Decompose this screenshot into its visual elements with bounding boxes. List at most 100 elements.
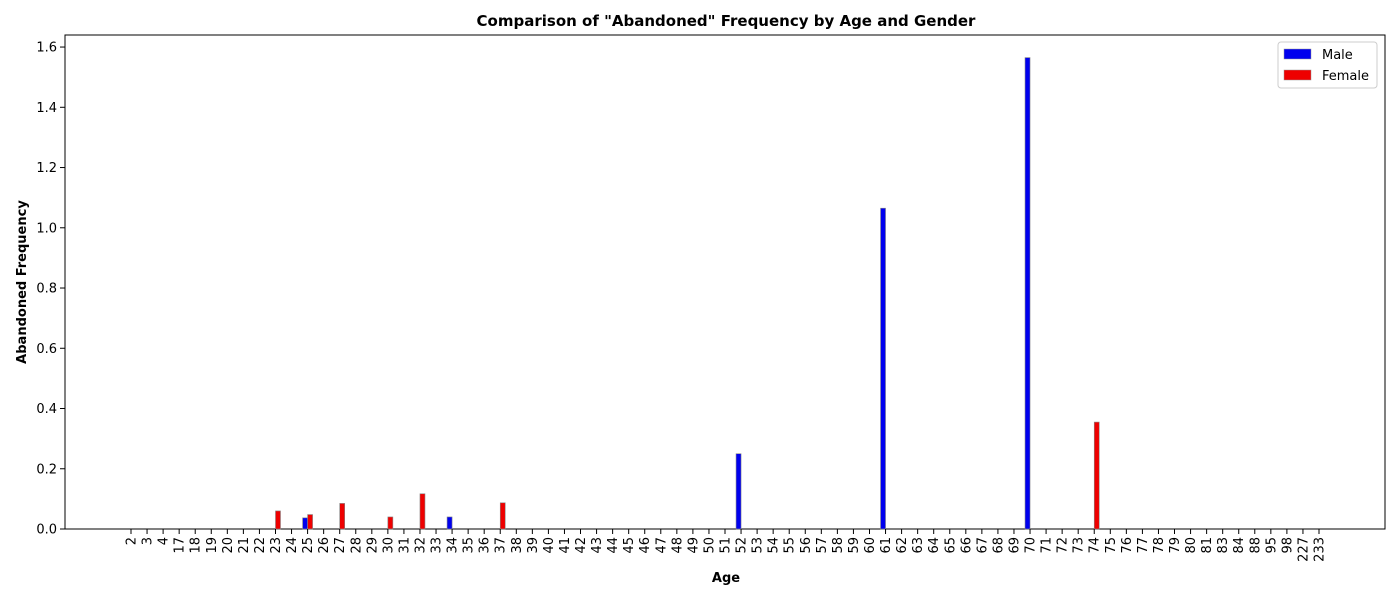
x-tick-label: 57 (815, 537, 830, 554)
bar-female-25 (307, 514, 313, 530)
x-tick-label: 19 (205, 537, 220, 554)
x-tick-label: 74 (1088, 537, 1103, 554)
x-tick-label: 25 (301, 537, 316, 554)
x-tick-label: 58 (831, 537, 846, 554)
x-tick-label: 45 (622, 537, 637, 554)
x-tick-label: 98 (1280, 537, 1295, 554)
x-tick-label: 34 (446, 537, 461, 554)
x-tick-label: 33 (430, 537, 445, 554)
bar-male-25 (302, 517, 308, 530)
x-tick-label: 68 (991, 537, 1006, 554)
x-tick-label: 3 (141, 537, 156, 545)
x-tick-label: 18 (189, 537, 204, 554)
y-axis: 0.0 0.2 0.4 0.6 0.8 1.0 1.2 1.4 1.6 (36, 41, 65, 538)
x-tick-label: 35 (462, 537, 477, 554)
plot-area (64, 34, 1386, 530)
x-tick-label: 77 (1136, 537, 1151, 554)
x-tick-label: 44 (606, 537, 621, 554)
x-tick-label: 46 (638, 537, 653, 554)
x-tick-label: 42 (574, 537, 589, 554)
x-tick-label: 39 (526, 537, 541, 554)
x-tick-label: 27 (333, 537, 348, 554)
x-tick-label: 50 (702, 537, 717, 554)
x-tick-label: 20 (221, 537, 236, 554)
bars-group (275, 57, 1100, 530)
legend: Male Female (1277, 41, 1378, 89)
x-tick-label: 64 (927, 537, 942, 554)
x-tick-label: 37 (494, 537, 509, 554)
x-tick-label: 47 (654, 537, 669, 554)
y-tick-label: 0.4 (36, 402, 57, 417)
x-tick-label: 32 (413, 537, 428, 554)
x-tick-label: 29 (365, 537, 380, 554)
x-tick-label: 60 (863, 537, 878, 554)
x-tick-label: 61 (879, 537, 894, 554)
x-tick-label: 59 (847, 537, 862, 554)
x-tick-label: 30 (381, 537, 396, 554)
x-tick-label: 71 (1040, 537, 1055, 554)
bar-female-27 (339, 503, 346, 530)
y-tick-label: 1.0 (36, 221, 57, 236)
bar-female-32 (419, 493, 426, 530)
x-tick-label: 4 (157, 537, 172, 545)
y-tick-label: 0.2 (36, 462, 57, 477)
x-tick-label: 72 (1056, 537, 1071, 554)
y-tick-label: 0.8 (36, 282, 57, 297)
bar-male-52 (735, 453, 742, 530)
x-tick-label: 88 (1248, 537, 1263, 554)
x-tick-label: 83 (1216, 537, 1231, 554)
x-axis-label: Age (712, 571, 740, 586)
x-tick-label: 53 (751, 537, 766, 554)
y-tick-label: 1.6 (36, 41, 57, 56)
legend-swatch-male (1283, 48, 1312, 60)
y-tick-label: 0.0 (36, 523, 57, 538)
x-tick-label: 52 (735, 537, 750, 554)
x-tick-label: 21 (237, 537, 252, 554)
y-tick-label: 1.2 (36, 161, 57, 176)
x-tick-label: 84 (1232, 537, 1247, 554)
x-tick-label: 49 (686, 537, 701, 554)
x-tick-label: 48 (670, 537, 685, 554)
bar-male-61 (880, 207, 886, 530)
chart-title: Comparison of "Abandoned" Frequency by A… (477, 12, 976, 30)
x-axis: 2 3 4 17 18 19 20 21 22 23 24 25 26 27 28 29 30 31 32 33 34 3… (125, 529, 1328, 562)
x-tick-label: 65 (943, 537, 958, 554)
bar-female-74 (1093, 421, 1100, 530)
x-tick-label: 80 (1184, 537, 1199, 554)
legend-swatch-female (1283, 69, 1312, 81)
x-tick-label: 67 (975, 537, 990, 554)
x-tick-label: 73 (1072, 537, 1087, 554)
x-tick-label: 40 (542, 537, 557, 554)
x-tick-label: 41 (558, 537, 573, 554)
x-tick-label: 28 (349, 537, 364, 554)
x-tick-label: 70 (1024, 537, 1039, 554)
bar-female-23 (275, 510, 281, 530)
bar-male-34 (446, 516, 453, 530)
x-tick-label: 23 (269, 537, 284, 554)
x-tick-label: 26 (317, 537, 332, 554)
x-tick-label: 54 (767, 537, 782, 554)
x-tick-label: 22 (253, 537, 268, 554)
x-tick-label: 24 (285, 537, 300, 554)
y-tick-label: 1.4 (36, 101, 57, 116)
x-tick-label: 69 (1007, 537, 1022, 554)
x-tick-label: 75 (1104, 537, 1119, 554)
y-axis-label: Abandoned Frequency (15, 200, 30, 364)
bar-female-30 (387, 516, 394, 530)
x-tick-label: 66 (959, 537, 974, 554)
x-tick-label: 31 (397, 537, 412, 554)
x-tick-label: 36 (478, 537, 493, 554)
x-tick-label: 17 (173, 537, 188, 554)
x-tick-label: 2 (125, 537, 140, 545)
x-tick-label: 43 (590, 537, 605, 554)
x-tick-label: 63 (911, 537, 926, 554)
x-tick-label: 227 (1296, 537, 1311, 562)
legend-label-female: Female (1322, 69, 1369, 84)
x-tick-label: 62 (895, 537, 910, 554)
legend-label-male: Male (1322, 48, 1353, 63)
y-tick-label: 0.6 (36, 342, 57, 357)
x-tick-label: 233 (1313, 537, 1328, 562)
x-tick-label: 81 (1200, 537, 1215, 554)
bar-male-70 (1024, 57, 1031, 530)
